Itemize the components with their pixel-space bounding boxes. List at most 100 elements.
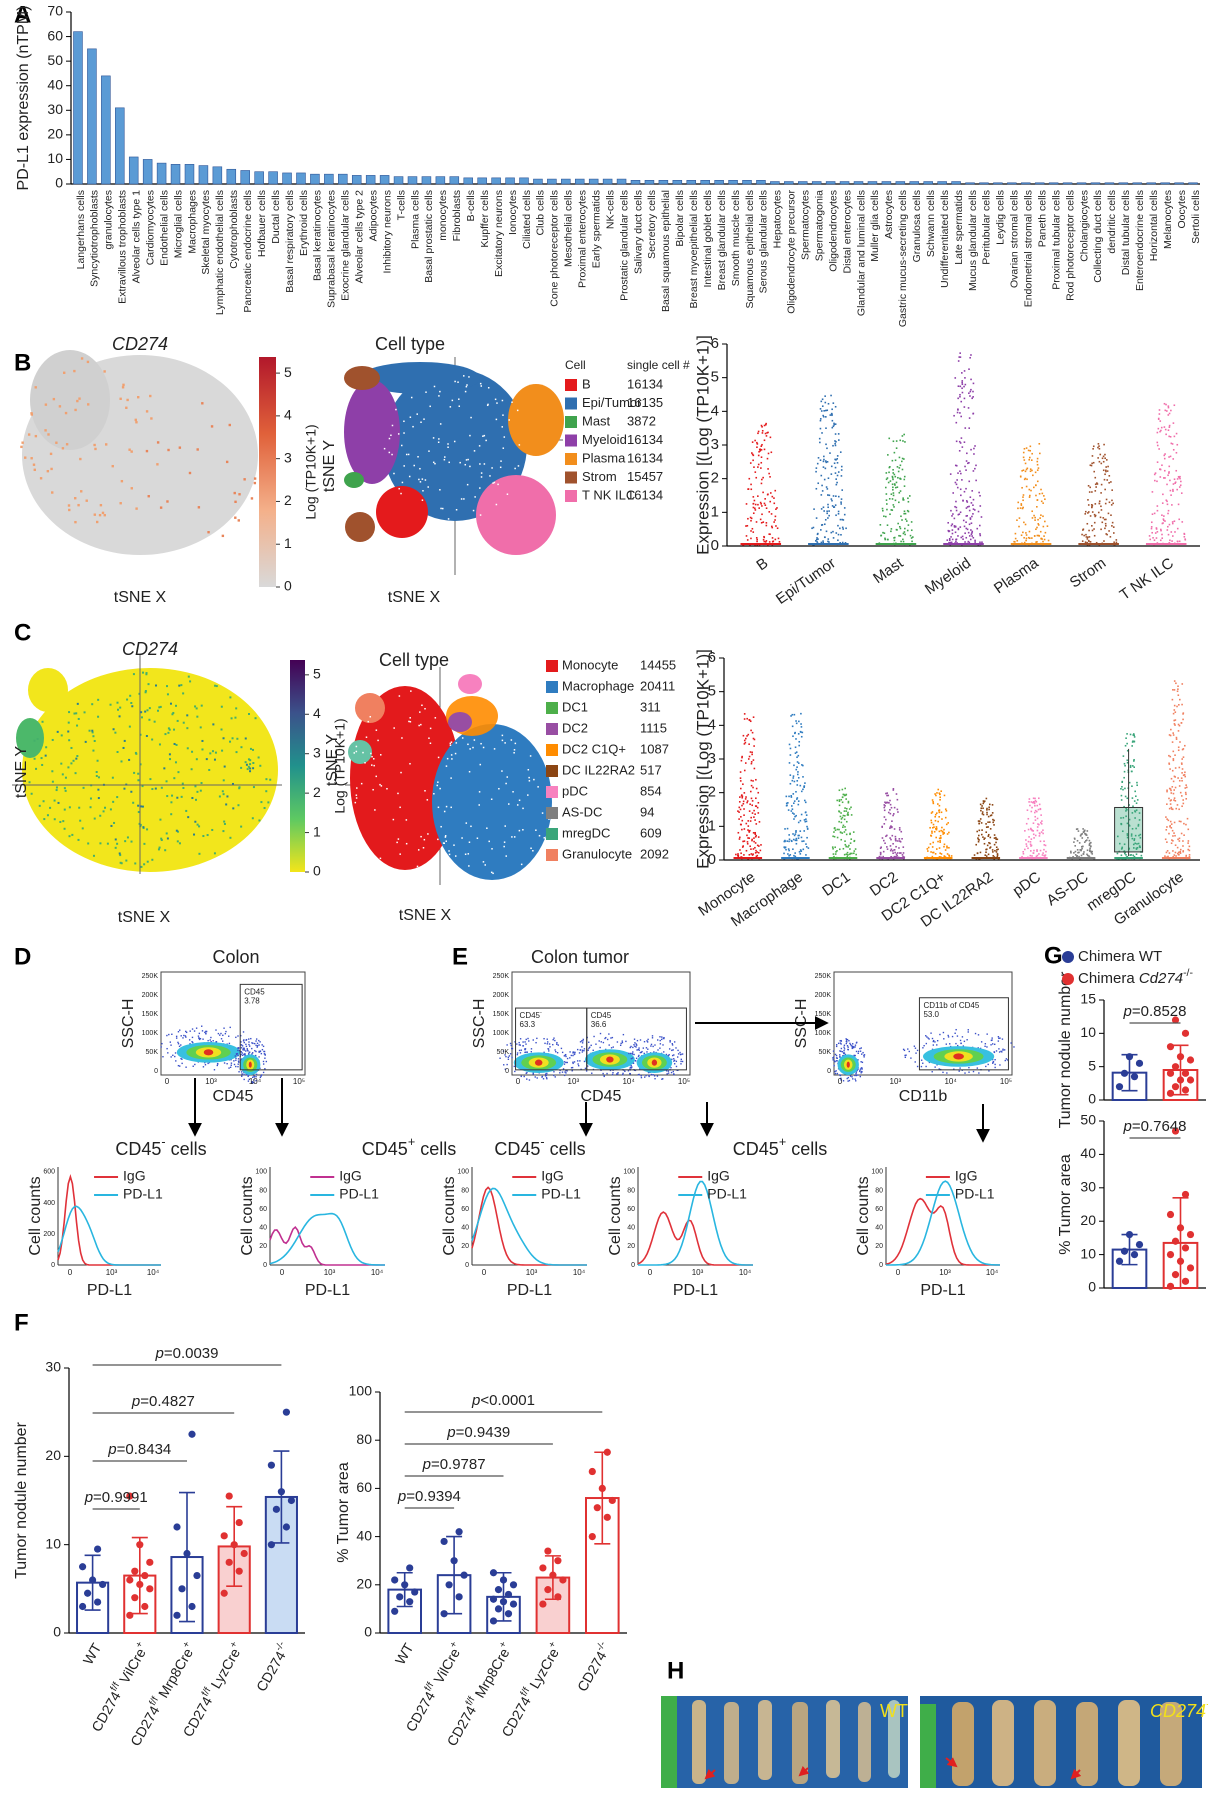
x-tick-label: Extravillous trophoblasts <box>117 190 129 304</box>
cell-dot <box>504 1068 507 1070</box>
strip-dot <box>750 530 752 532</box>
strip-dot <box>992 855 995 857</box>
strip-dot <box>755 787 758 790</box>
strip-dot <box>1089 850 1092 853</box>
flow-y-tick: 250K <box>493 973 510 980</box>
strip-dot <box>743 828 746 830</box>
strip-dot <box>747 488 749 490</box>
x-tick-label: CD274-/- <box>572 1640 614 1695</box>
strip-dot <box>791 713 794 716</box>
data-point <box>554 1557 562 1565</box>
strip-dot <box>833 423 836 426</box>
strip-dot <box>1022 494 1025 496</box>
cell-dot <box>843 1048 846 1050</box>
cell-dot <box>469 748 471 750</box>
strip-dot <box>1172 422 1175 424</box>
strip-dot <box>1179 791 1182 794</box>
flow-y-tick: 0 <box>827 1068 831 1075</box>
cell-dot <box>360 782 363 785</box>
cell-dot <box>218 795 221 798</box>
data-point <box>494 1586 503 1594</box>
cell-dot <box>234 516 237 519</box>
strip-dot <box>801 840 803 843</box>
cell-dots <box>28 671 272 868</box>
strip-dot <box>738 818 740 820</box>
strip-dot <box>1044 531 1047 534</box>
cell-dot <box>916 1049 919 1052</box>
cell-dot <box>122 383 125 387</box>
strip-dot <box>785 848 787 851</box>
cell-dot <box>520 1075 522 1078</box>
strip-dot <box>966 501 969 503</box>
cell-dot <box>226 795 229 798</box>
strip-dot <box>972 396 974 398</box>
strip-dot <box>1122 816 1125 819</box>
strip-dot <box>1124 744 1127 747</box>
strip-dot <box>1020 504 1023 506</box>
y-tick-label: 30 <box>1080 1179 1096 1195</box>
cell-dot <box>109 703 112 706</box>
cell-dot <box>134 751 137 754</box>
cell-dot <box>837 1042 840 1045</box>
strip-dot <box>827 402 830 405</box>
axis-label: tSNE X <box>118 909 171 926</box>
y-axis-label: Tumor nodule number <box>13 1421 30 1578</box>
legend-swatch <box>565 453 577 465</box>
strip-dot <box>1156 505 1159 507</box>
strip-dot <box>1014 541 1016 543</box>
strip-dot <box>760 456 763 458</box>
strip-dot <box>1085 839 1088 841</box>
cell-dot <box>564 1054 567 1056</box>
cell-dot <box>840 1079 842 1081</box>
strip-dot <box>799 849 802 851</box>
strip-dot <box>1174 767 1177 769</box>
strip-dot <box>764 423 767 426</box>
strip-dot <box>1135 809 1138 811</box>
cell-dot <box>254 717 257 720</box>
cell-dot <box>231 737 234 740</box>
cell-dot <box>201 748 204 751</box>
cell-dot <box>264 1057 266 1059</box>
strip-dot <box>930 834 932 837</box>
cell-dot <box>493 748 496 750</box>
strip-dot <box>1175 469 1178 472</box>
cell-dot <box>260 1074 263 1076</box>
strip-dot <box>904 527 906 530</box>
cell-dot <box>216 1064 219 1067</box>
cell-dot <box>27 433 31 436</box>
strip-dot <box>1172 856 1175 858</box>
strip-dot <box>831 408 833 411</box>
cell-dot <box>243 1074 245 1076</box>
cell-dot <box>510 1047 513 1050</box>
strip-dot <box>756 538 758 541</box>
cell-dot <box>943 1038 945 1040</box>
strip-dot <box>884 486 887 489</box>
strip-dot <box>784 846 787 849</box>
data-point <box>1135 1059 1144 1067</box>
cell-dot <box>466 384 468 386</box>
cell-dot <box>223 765 226 768</box>
cell-dot <box>75 757 78 760</box>
cell-dot <box>859 1070 861 1073</box>
strip-dot <box>1112 502 1114 505</box>
strip-dot <box>959 511 962 514</box>
strip-dot <box>1177 749 1180 752</box>
cell-dot <box>433 385 436 388</box>
x-tick-label: Peritubular cells <box>981 190 993 265</box>
strip-dot <box>1149 538 1152 541</box>
strip-dot <box>843 853 846 856</box>
strip-dot <box>783 846 786 848</box>
cluster <box>953 1053 964 1060</box>
cell-dot <box>70 762 73 765</box>
strip-dot <box>971 535 973 537</box>
strip-dot <box>1035 494 1037 497</box>
cell-dot <box>263 1050 266 1053</box>
strip-dot <box>752 459 754 462</box>
strip-dot <box>1090 841 1092 844</box>
strip-dot <box>1089 486 1092 489</box>
strip-dot <box>886 524 889 526</box>
strip-dot <box>1074 845 1077 847</box>
strip-dot <box>1025 485 1028 488</box>
strip-dot <box>1182 756 1185 758</box>
strip-dot <box>837 533 840 536</box>
